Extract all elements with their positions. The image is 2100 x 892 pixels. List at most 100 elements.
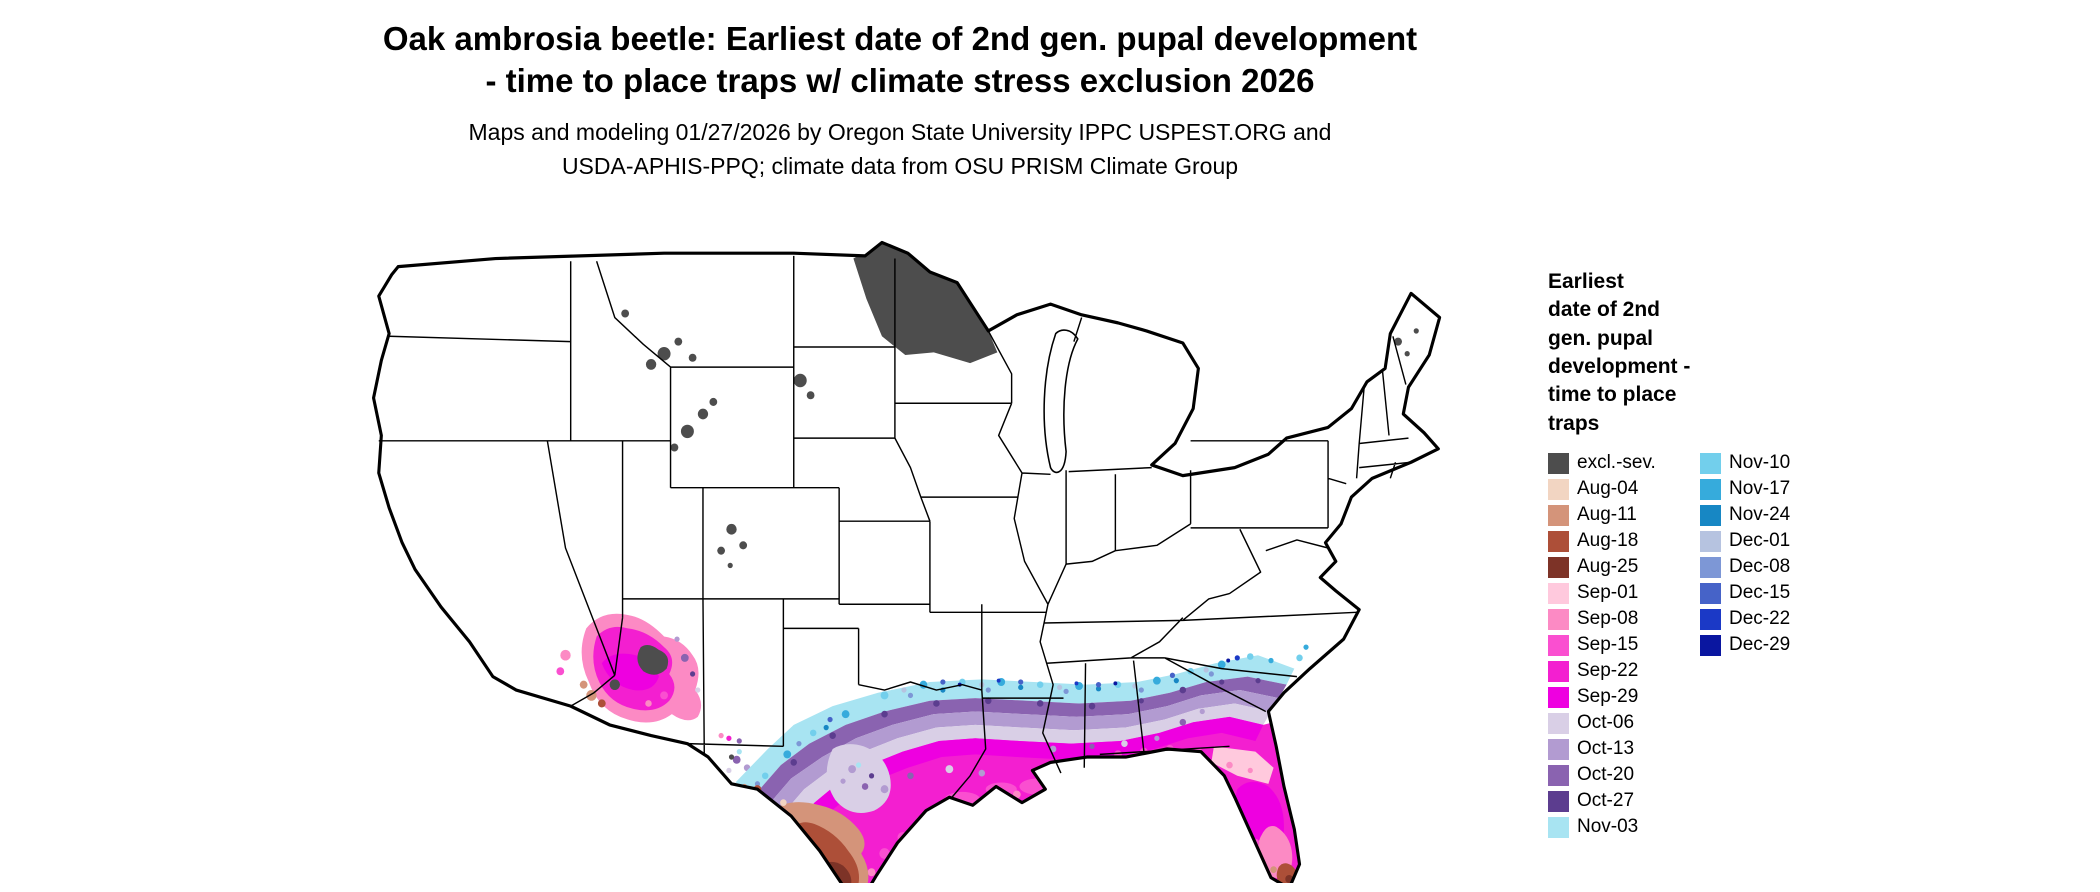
legend-swatch-aug11 bbox=[1548, 504, 1569, 526]
legend-swatch-aug25 bbox=[1548, 556, 1569, 578]
page-subtitle-line1: Maps and modeling 01/27/2026 by Oregon S… bbox=[468, 119, 1332, 146]
legend-item-dec29: Dec-29 bbox=[1700, 632, 1852, 658]
page-subtitle: Maps and modeling 01/27/2026 by Oregon S… bbox=[0, 116, 1800, 183]
legend-column-1: excl.-sev. Aug-04 Aug-11 Aug-18 Aug-25 Sep-01… bbox=[1548, 450, 1700, 840]
legend-swatch-excl bbox=[1548, 452, 1569, 474]
legend-item-sep08: Sep-08 bbox=[1548, 606, 1700, 632]
legend: Earliest date of 2nd gen. pupal developm… bbox=[1548, 268, 2068, 840]
legend-label-aug25: Aug-25 bbox=[1577, 556, 1639, 578]
legend-item-sep15: Sep-15 bbox=[1548, 632, 1700, 658]
legend-swatch-sep22 bbox=[1548, 660, 1569, 682]
legend-label-oct20: Oct-20 bbox=[1577, 764, 1635, 786]
page-title: Oak ambrosia beetle: Earliest date of 2n… bbox=[0, 18, 1800, 102]
legend-item-dec22: Dec-22 bbox=[1700, 606, 1852, 632]
legend-item-sep22: Sep-22 bbox=[1548, 658, 1700, 684]
legend-label-dec15: Dec-15 bbox=[1729, 582, 1791, 604]
legend-label-dec08: Dec-08 bbox=[1729, 556, 1791, 578]
legend-item-sep01: Sep-01 bbox=[1548, 580, 1700, 606]
us-map bbox=[372, 240, 1442, 892]
map-region-band-nov-dec-speckles bbox=[754, 644, 1309, 787]
legend-swatch-aug18 bbox=[1548, 530, 1569, 552]
legend-item-nov24: Nov-24 bbox=[1700, 502, 1852, 528]
legend-swatch-dec01 bbox=[1700, 530, 1721, 552]
legend-swatch-dec08 bbox=[1700, 556, 1721, 578]
map-region-band-oct20 bbox=[757, 676, 1287, 803]
map-region-band-oct06 bbox=[783, 703, 1271, 825]
map-region-excl-mountain-patches bbox=[621, 309, 1419, 569]
legend-label-nov03: Nov-03 bbox=[1577, 816, 1639, 838]
legend-item-oct20: Oct-20 bbox=[1548, 762, 1700, 788]
legend-label-dec01: Dec-01 bbox=[1729, 530, 1791, 552]
legend-label-nov24: Nov-24 bbox=[1729, 504, 1791, 526]
legend-title-line: Earliest bbox=[1548, 270, 1624, 293]
map-region-arizona-band bbox=[556, 613, 702, 723]
legend-item-nov10: Nov-10 bbox=[1700, 450, 1852, 476]
legend-label-nov10: Nov-10 bbox=[1729, 452, 1791, 474]
map-region-band-oct13 bbox=[770, 690, 1279, 814]
legend-label-sep29: Sep-29 bbox=[1577, 686, 1639, 708]
map-region-band-oct27-speckles bbox=[790, 677, 1261, 766]
map-region-band-nov bbox=[735, 655, 1295, 792]
legend-swatch-nov03 bbox=[1548, 816, 1569, 838]
legend-swatch-sep08 bbox=[1548, 608, 1569, 630]
legend-swatch-sep01 bbox=[1548, 582, 1569, 604]
legend-title-line: date of 2nd bbox=[1548, 298, 1661, 322]
legend-item-dec15: Dec-15 bbox=[1700, 580, 1852, 606]
legend-item-aug18: Aug-18 bbox=[1548, 528, 1700, 554]
us-outline bbox=[372, 240, 1442, 892]
legend-item-aug04: Aug-04 bbox=[1548, 476, 1700, 502]
legend-swatch-oct06 bbox=[1548, 712, 1569, 734]
legend-label-excl: excl.-sev. bbox=[1577, 452, 1656, 474]
legend-swatch-dec15 bbox=[1700, 582, 1721, 604]
legend-swatch-dec29 bbox=[1700, 634, 1721, 656]
legend-item-nov03: Nov-03 bbox=[1548, 814, 1700, 840]
legend-item-oct06: Oct-06 bbox=[1548, 710, 1700, 736]
map-container bbox=[275, 213, 1520, 892]
legend-columns: excl.-sev. Aug-04 Aug-11 Aug-18 Aug-25 Sep-01… bbox=[1548, 450, 2068, 840]
legend-label-sep22: Sep-22 bbox=[1577, 660, 1639, 682]
legend-column-2: Nov-10 Nov-17 Nov-24 Dec-01 Dec-08 Dec-15 Dec-… bbox=[1700, 450, 1852, 840]
legend-label-sep08: Sep-08 bbox=[1577, 608, 1639, 630]
legend-label-oct06: Oct-06 bbox=[1577, 712, 1635, 734]
legend-title-line: gen. pupal bbox=[1548, 326, 1653, 350]
legend-item-nov17: Nov-17 bbox=[1700, 476, 1852, 502]
map-region-excl-minnesota bbox=[853, 242, 998, 364]
map-region-band-sep29 bbox=[796, 716, 1264, 838]
legend-swatch-sep29 bbox=[1548, 686, 1569, 708]
legend-item-aug25: Aug-25 bbox=[1548, 554, 1700, 580]
legend-item-excl: excl.-sev. bbox=[1548, 450, 1700, 476]
page-title-line2: - time to place traps w/ climate stress … bbox=[485, 62, 1315, 100]
legend-swatch-oct13 bbox=[1548, 738, 1569, 760]
legend-swatch-nov17 bbox=[1700, 478, 1721, 500]
legend-item-oct27: Oct-27 bbox=[1548, 788, 1700, 814]
legend-swatch-sep15 bbox=[1548, 634, 1569, 656]
legend-label-oct13: Oct-13 bbox=[1577, 738, 1635, 760]
title-block: Oak ambrosia beetle: Earliest date of 2n… bbox=[0, 18, 1800, 183]
legend-title-line: traps bbox=[1548, 411, 1600, 435]
page-subtitle-line2: USDA-APHIS-PPQ; climate data from OSU PR… bbox=[561, 152, 1239, 179]
legend-title-line: development - bbox=[1548, 355, 1691, 379]
legend-item-aug11: Aug-11 bbox=[1548, 502, 1700, 528]
legend-swatch-oct27 bbox=[1548, 790, 1569, 812]
legend-item-sep29: Sep-29 bbox=[1548, 684, 1700, 710]
legend-swatch-nov10 bbox=[1700, 452, 1721, 474]
legend-swatch-aug04 bbox=[1548, 478, 1569, 500]
map-region-nm-wtx-specks bbox=[718, 732, 751, 774]
legend-label-aug04: Aug-04 bbox=[1577, 478, 1639, 500]
legend-label-sep15: Sep-15 bbox=[1577, 634, 1639, 656]
legend-title: Earliest date of 2nd gen. pupal developm… bbox=[1548, 268, 2068, 438]
legend-label-aug18: Aug-18 bbox=[1577, 530, 1639, 552]
legend-item-oct13: Oct-13 bbox=[1548, 736, 1700, 762]
legend-swatch-nov24 bbox=[1700, 504, 1721, 526]
legend-label-dec29: Dec-29 bbox=[1729, 634, 1791, 656]
legend-label-dec22: Dec-22 bbox=[1729, 608, 1791, 630]
legend-swatch-dec22 bbox=[1700, 608, 1721, 630]
legend-swatch-oct20 bbox=[1548, 764, 1569, 786]
legend-label-nov17: Nov-17 bbox=[1729, 478, 1791, 500]
page-title-line1: Oak ambrosia beetle: Earliest date of 2n… bbox=[382, 20, 1418, 57]
legend-label-sep01: Sep-01 bbox=[1577, 582, 1639, 604]
legend-label-oct27: Oct-27 bbox=[1577, 790, 1635, 812]
legend-title-line: time to place bbox=[1548, 383, 1677, 407]
legend-item-dec01: Dec-01 bbox=[1700, 528, 1852, 554]
map-region-hill-country bbox=[826, 744, 891, 814]
